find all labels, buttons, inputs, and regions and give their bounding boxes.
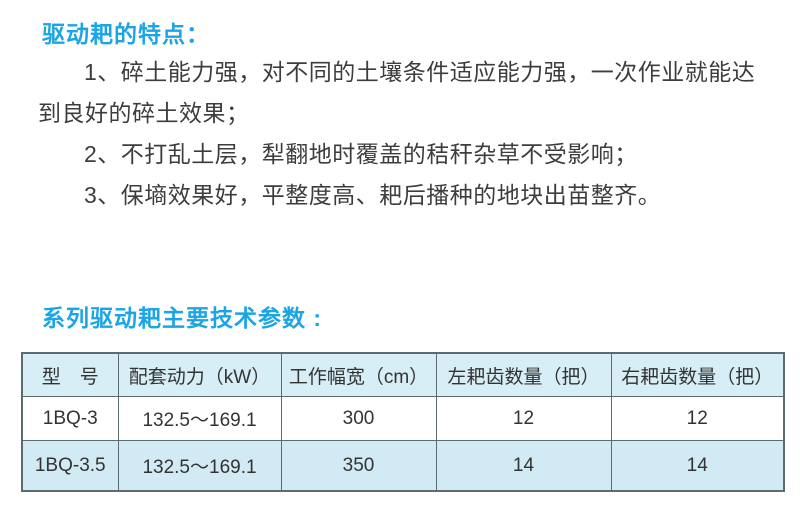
cell-matched-power: 132.5～169.1 bbox=[117, 440, 282, 492]
feature-item-2: 2、不打乱土层，犁翻地时覆盖的秸秆杂草不受影响； bbox=[84, 141, 638, 167]
table-header-row: 型 号 配套动力（kW） 工作幅宽（cm） 左耙齿数量（把） 右耙齿数量（把） bbox=[21, 352, 785, 397]
cell-matched-power: 132.5～169.1 bbox=[117, 396, 282, 441]
feature-item-3: 3、保墒效果好，平整度高、耙后播种的地块出苗整齐。 bbox=[84, 182, 662, 208]
header-right-tine-count: 右耙齿数量（把） bbox=[610, 352, 785, 397]
specs-section-title: 系列驱动耙主要技术参数 : bbox=[42, 305, 323, 331]
cell-right-tine-count: 14 bbox=[610, 440, 785, 492]
features-list: 1、碎土能力强，对不同的土壤条件适应能力强，一次作业就能达到良好的碎土效果； 2… bbox=[38, 52, 778, 216]
spec-table: 型 号 配套动力（kW） 工作幅宽（cm） 左耙齿数量（把） 右耙齿数量（把） … bbox=[21, 352, 785, 492]
table-row: 1BQ-3.5 132.5～169.1 350 14 14 bbox=[21, 440, 785, 492]
cell-left-tine-count: 14 bbox=[435, 440, 612, 492]
header-left-tine-count: 左耙齿数量（把） bbox=[435, 352, 612, 397]
header-matched-power: 配套动力（kW） bbox=[117, 352, 282, 397]
cell-model: 1BQ-3 bbox=[21, 396, 119, 441]
header-working-width: 工作幅宽（cm） bbox=[280, 352, 437, 397]
header-model: 型 号 bbox=[21, 352, 119, 397]
cell-model: 1BQ-3.5 bbox=[21, 440, 119, 492]
cell-right-tine-count: 12 bbox=[610, 396, 785, 441]
cell-working-width: 300 bbox=[280, 396, 437, 441]
cell-working-width: 350 bbox=[280, 440, 437, 492]
table-row: 1BQ-3 132.5～169.1 300 12 12 bbox=[21, 396, 785, 441]
cell-left-tine-count: 12 bbox=[435, 396, 612, 441]
feature-item-1: 1、碎土能力强，对不同的土壤条件适应能力强，一次作业就能达到良好的碎土效果； bbox=[38, 59, 756, 126]
features-section-title: 驱动耙的特点： bbox=[42, 21, 210, 47]
